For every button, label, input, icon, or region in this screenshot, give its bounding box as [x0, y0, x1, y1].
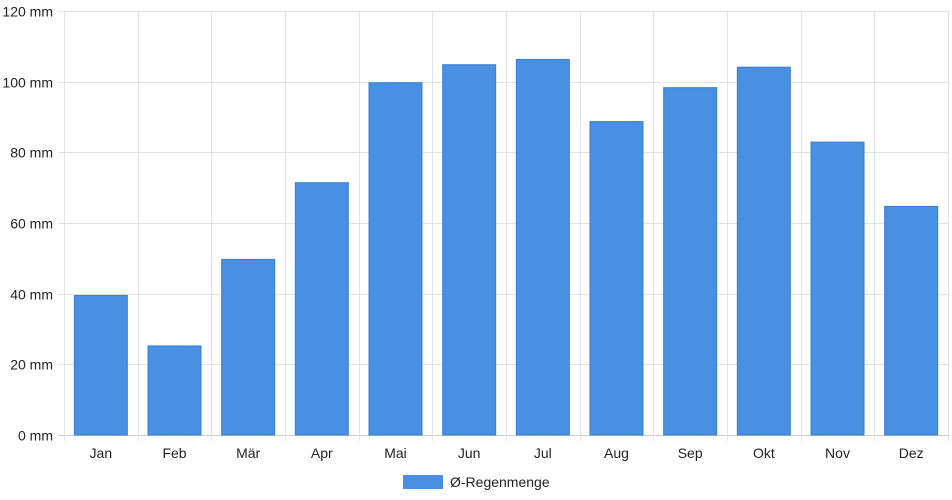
bar-jul[interactable]: [515, 58, 570, 436]
bar-aug[interactable]: [589, 121, 644, 436]
bar-mai[interactable]: [368, 82, 423, 436]
x-tick-label: Sep: [678, 445, 703, 461]
x-tick-label: Dez: [899, 445, 924, 461]
y-tick-label: 80 mm: [10, 145, 53, 161]
x-tick-label: Aug: [604, 445, 629, 461]
x-tick-label: Feb: [162, 445, 186, 461]
y-tick-label: 0 mm: [18, 428, 53, 444]
bar-okt[interactable]: [736, 66, 791, 436]
bar-jun[interactable]: [442, 64, 497, 436]
x-tick-label: Mai: [384, 445, 407, 461]
bar-sep[interactable]: [663, 87, 718, 436]
x-tick-label: Apr: [311, 445, 333, 461]
y-tick-label: 120 mm: [2, 4, 53, 20]
bar-dez[interactable]: [884, 205, 939, 436]
legend-swatch: [403, 475, 443, 489]
bar-jan[interactable]: [73, 294, 128, 436]
bar-layer: [73, 58, 939, 436]
grid-layer: [58, 11, 949, 441]
x-tick-label: Mär: [236, 445, 260, 461]
bar-nov[interactable]: [810, 141, 865, 436]
x-tick-label: Okt: [753, 445, 775, 461]
y-tick-label: 40 mm: [10, 287, 53, 303]
y-tick-label: 60 mm: [10, 216, 53, 232]
legend-label: Ø-Regenmenge: [450, 474, 550, 490]
legend[interactable]: Ø-Regenmenge: [403, 474, 550, 490]
axis-layer: 0 mm 20 mm 40 mm 60 mm 80 mm 100 mm 120 mm Jan F…: [2, 4, 923, 462]
bar-feb[interactable]: [147, 345, 202, 436]
x-tick-label: Jul: [534, 445, 552, 461]
y-tick-label: 20 mm: [10, 357, 53, 373]
x-tick-label: Jun: [458, 445, 481, 461]
x-tick-label: Jan: [90, 445, 113, 461]
bar-apr[interactable]: [294, 182, 349, 436]
y-tick-label: 100 mm: [2, 75, 53, 91]
x-tick-label: Nov: [825, 445, 850, 461]
bar-mär[interactable]: [221, 258, 276, 436]
